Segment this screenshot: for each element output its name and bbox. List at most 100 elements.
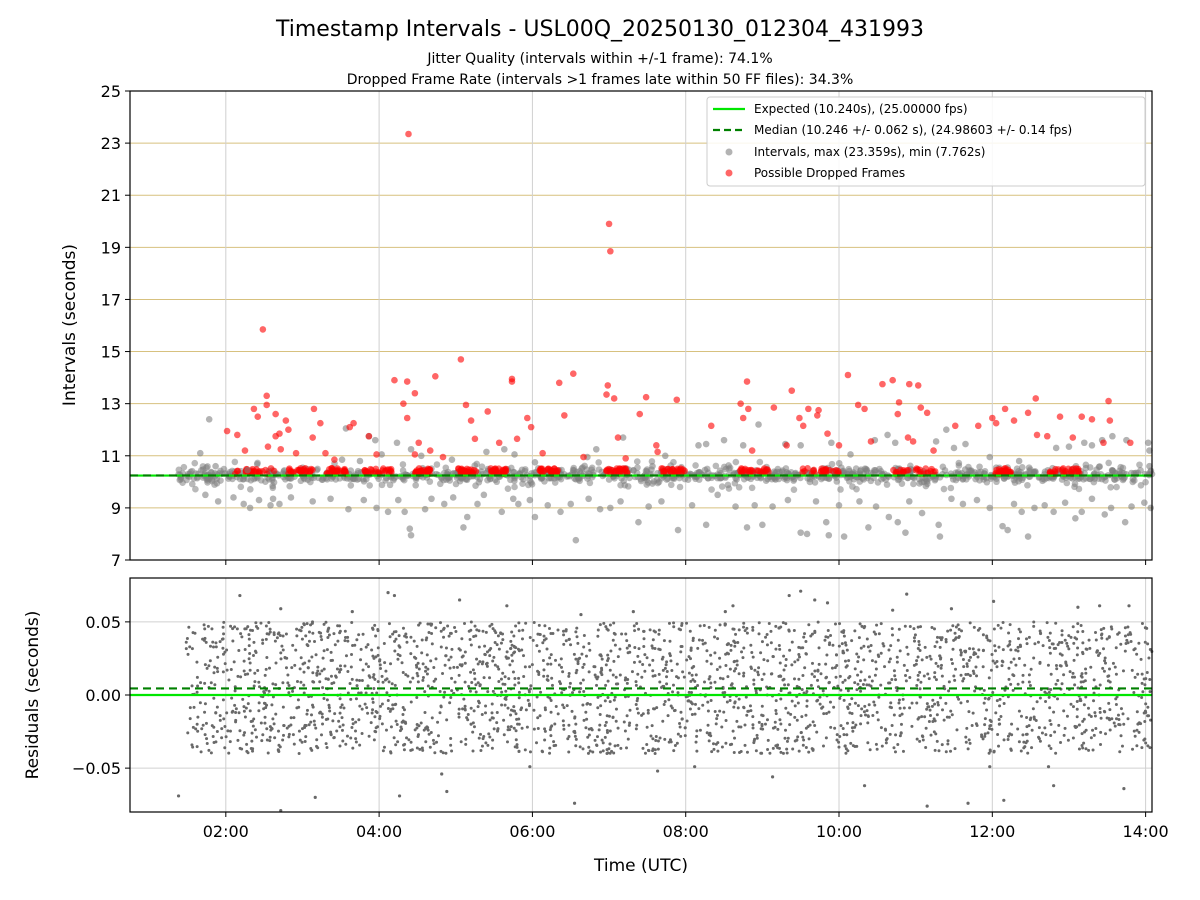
residual-point — [587, 745, 591, 749]
residual-point — [1011, 673, 1015, 677]
residual-point — [528, 636, 532, 640]
residual-point — [401, 712, 405, 716]
residual-point — [933, 645, 937, 649]
residual-point — [650, 724, 654, 728]
residual-point — [351, 722, 355, 726]
residual-point — [426, 622, 430, 626]
residual-point — [311, 680, 315, 684]
residual-point — [748, 704, 752, 708]
residual-point — [461, 654, 465, 658]
residual-point — [992, 627, 996, 631]
interval-point — [617, 498, 624, 505]
residual-point — [888, 705, 892, 709]
residual-point — [785, 747, 789, 751]
residual-point — [341, 739, 345, 743]
residual-point — [400, 727, 404, 731]
dropped-frame-point — [642, 393, 650, 401]
residual-point — [1127, 604, 1131, 608]
residual-point — [514, 712, 518, 716]
residual-point — [186, 652, 190, 656]
interval-point — [1107, 504, 1115, 512]
residual-point — [933, 671, 937, 675]
residual-point — [818, 695, 822, 699]
residual-point — [1119, 707, 1123, 711]
interval-point — [407, 445, 415, 453]
residual-point — [805, 704, 809, 708]
residual-point — [192, 705, 196, 709]
residual-point — [457, 715, 461, 719]
residual-point — [947, 680, 951, 684]
residual-point — [932, 730, 936, 734]
dropped-frame-point — [815, 406, 822, 414]
residual-point — [382, 642, 386, 646]
residual-point — [954, 625, 958, 629]
residual-point — [343, 635, 347, 639]
residual-point — [608, 668, 612, 672]
residual-point — [467, 684, 471, 688]
residual-point — [898, 734, 902, 738]
residual-point — [269, 728, 273, 732]
residual-point — [1081, 641, 1085, 645]
residual-point — [543, 727, 547, 731]
residual-point — [709, 653, 713, 657]
residual-point — [910, 701, 914, 705]
residual-point — [1098, 710, 1102, 714]
residual-point — [767, 622, 771, 626]
residual-point — [661, 719, 665, 723]
residual-point — [876, 653, 880, 657]
residual-point — [791, 747, 795, 751]
residual-point — [693, 765, 697, 769]
dropped-frame-point — [930, 447, 937, 454]
residual-point — [870, 679, 874, 683]
residual-point — [586, 751, 590, 755]
residual-point — [196, 729, 200, 733]
residual-point — [485, 650, 489, 654]
residual-point — [303, 661, 307, 665]
residual-point — [543, 738, 547, 742]
dropped-frame-point — [879, 380, 886, 388]
intervals-y-tick-label: 15 — [101, 343, 121, 362]
residual-point — [934, 678, 938, 682]
residual-point — [968, 621, 972, 625]
residual-point — [1006, 644, 1010, 648]
residual-point — [354, 697, 358, 701]
residual-point — [651, 646, 655, 650]
residual-point — [268, 666, 272, 670]
residual-point — [445, 718, 449, 722]
residual-point — [877, 695, 881, 699]
legend-dropped-label: Possible Dropped Frames — [754, 166, 905, 180]
residual-point — [925, 804, 929, 808]
residual-point — [1119, 734, 1123, 738]
residual-point — [726, 675, 730, 679]
residual-point — [765, 632, 769, 636]
residual-point — [773, 720, 777, 724]
residual-point — [503, 682, 507, 686]
residual-point — [835, 738, 839, 742]
residual-point — [851, 721, 855, 725]
residual-point — [989, 723, 993, 727]
residual-point — [608, 623, 612, 627]
residual-point — [732, 669, 736, 673]
residual-point — [707, 677, 711, 681]
residual-point — [902, 706, 906, 710]
dropped-frame-point — [403, 378, 411, 385]
residual-point — [718, 709, 722, 713]
dropped-frame-point — [889, 376, 896, 384]
residual-point — [670, 669, 674, 673]
residual-point — [222, 620, 226, 624]
dropped-frame-point — [607, 247, 614, 255]
residual-point — [287, 691, 291, 695]
residual-point — [268, 627, 272, 631]
residual-point — [383, 678, 387, 682]
residual-point — [734, 632, 738, 636]
residual-point — [609, 649, 613, 653]
residual-point — [463, 708, 467, 712]
residual-point — [728, 743, 732, 747]
interval-point — [674, 526, 682, 534]
residual-point — [841, 726, 845, 730]
residual-point — [1124, 641, 1128, 645]
residual-point — [1023, 663, 1027, 667]
residual-point — [240, 635, 244, 639]
x-tick-label: 10:00 — [816, 822, 862, 841]
residual-point — [271, 682, 275, 686]
